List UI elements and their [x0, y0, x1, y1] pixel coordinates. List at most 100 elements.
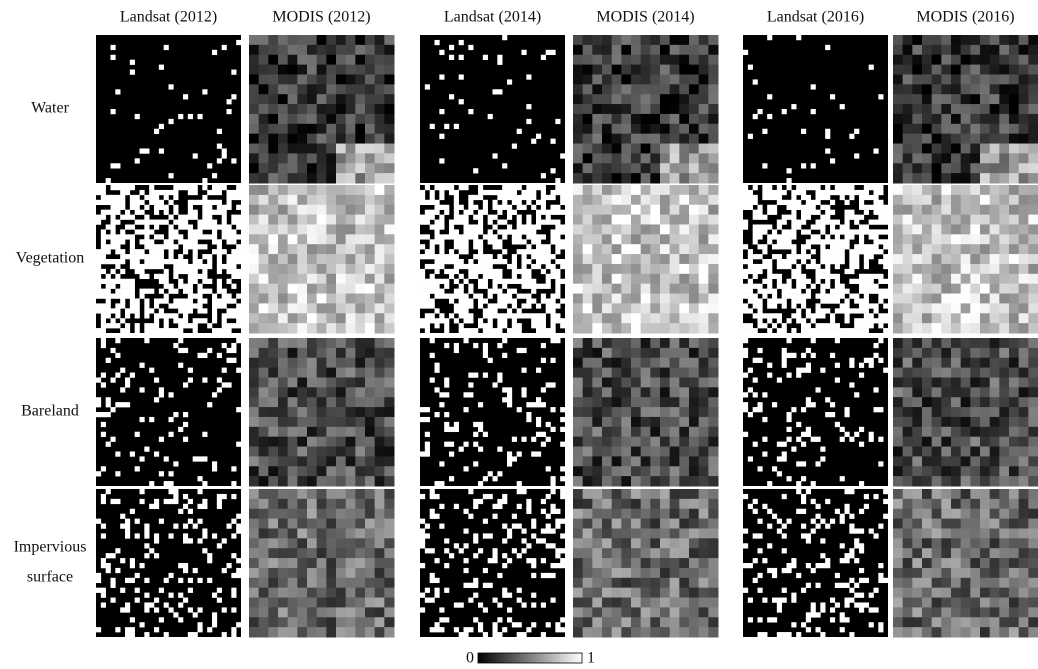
pixel: [473, 578, 478, 583]
pixel: [336, 489, 346, 499]
pixel: [212, 239, 217, 244]
pixel: [541, 269, 546, 274]
pixel: [551, 338, 556, 343]
pixel: [835, 274, 840, 279]
pixel: [612, 348, 622, 358]
pixel: [326, 427, 336, 437]
pixel: [864, 210, 869, 215]
pixel: [941, 84, 951, 94]
pixel: [96, 289, 101, 294]
pixel: [922, 274, 932, 284]
pixel: [791, 249, 796, 254]
pixel: [560, 279, 565, 284]
pixel: [336, 294, 346, 304]
pixel: [1009, 195, 1019, 205]
pixel: [488, 259, 493, 264]
pixel: [375, 558, 385, 568]
pixel: [135, 432, 140, 437]
pixel: [602, 338, 612, 348]
pixel: [573, 466, 583, 476]
pixel: [670, 348, 680, 358]
pixel: [551, 303, 556, 308]
pixel: [1028, 104, 1038, 114]
pixel: [612, 598, 622, 608]
pixel: [249, 476, 259, 486]
pixel: [317, 528, 327, 538]
pixel: [845, 229, 850, 234]
pixel: [202, 178, 207, 183]
pixel: [507, 215, 512, 220]
pixel: [999, 377, 1009, 387]
pixel: [483, 533, 488, 538]
pixel: [154, 504, 159, 509]
pixel: [592, 397, 602, 407]
pixel: [592, 617, 602, 627]
pixel: [288, 588, 298, 598]
pixel: [259, 303, 269, 313]
pixel: [464, 528, 469, 533]
pixel: [222, 568, 227, 573]
pixel: [941, 224, 951, 234]
pixel: [307, 234, 317, 244]
pixel: [621, 338, 631, 348]
pixel: [522, 489, 527, 494]
pixel: [365, 427, 375, 437]
pixel: [796, 308, 801, 313]
pixel: [650, 284, 660, 294]
pixel: [777, 224, 782, 229]
pixel: [883, 210, 888, 215]
pixel: [980, 144, 990, 154]
pixel: [346, 568, 356, 578]
pixel: [583, 153, 593, 163]
pixel: [188, 588, 193, 593]
pixel: [777, 279, 782, 284]
pixel: [612, 568, 622, 578]
pixel: [478, 447, 483, 452]
pixel: [130, 298, 135, 303]
pixel: [1009, 368, 1019, 378]
pixel: [454, 229, 459, 234]
pixel: [753, 298, 758, 303]
pixel: [96, 573, 101, 578]
pixel: [670, 104, 680, 114]
pixel: [454, 303, 459, 308]
pixel: [660, 65, 670, 75]
pixel: [830, 298, 835, 303]
pixel: [592, 284, 602, 294]
pixel: [840, 303, 845, 308]
pixel: [346, 244, 356, 254]
pixel: [536, 210, 541, 215]
pixel: [660, 234, 670, 244]
pixel: [670, 456, 680, 466]
pixel: [101, 588, 106, 593]
pixel: [375, 627, 385, 637]
pixel: [96, 328, 101, 333]
pixel: [699, 84, 709, 94]
pixel: [507, 79, 512, 84]
pixel: [849, 215, 854, 220]
pixel: [507, 328, 512, 333]
pixel: [468, 45, 473, 50]
pixel: [198, 289, 203, 294]
pixel: [222, 632, 227, 637]
pixel: [531, 573, 536, 578]
pixel: [650, 264, 660, 274]
pixel: [874, 249, 879, 254]
pixel: [845, 313, 850, 318]
pixel: [980, 466, 990, 476]
pixel: [787, 427, 792, 432]
pixel: [101, 195, 106, 200]
pixel: [140, 363, 145, 368]
pixel: [355, 476, 365, 486]
pixel: [660, 338, 670, 348]
pixel: [970, 74, 980, 84]
pixel: [217, 377, 222, 382]
pixel: [439, 205, 444, 210]
pixel: [227, 190, 232, 195]
pixel: [631, 387, 641, 397]
pixel: [708, 163, 718, 173]
pixel: [259, 153, 269, 163]
pixel: [522, 190, 527, 195]
pixel: [288, 558, 298, 568]
pixel: [488, 239, 493, 244]
